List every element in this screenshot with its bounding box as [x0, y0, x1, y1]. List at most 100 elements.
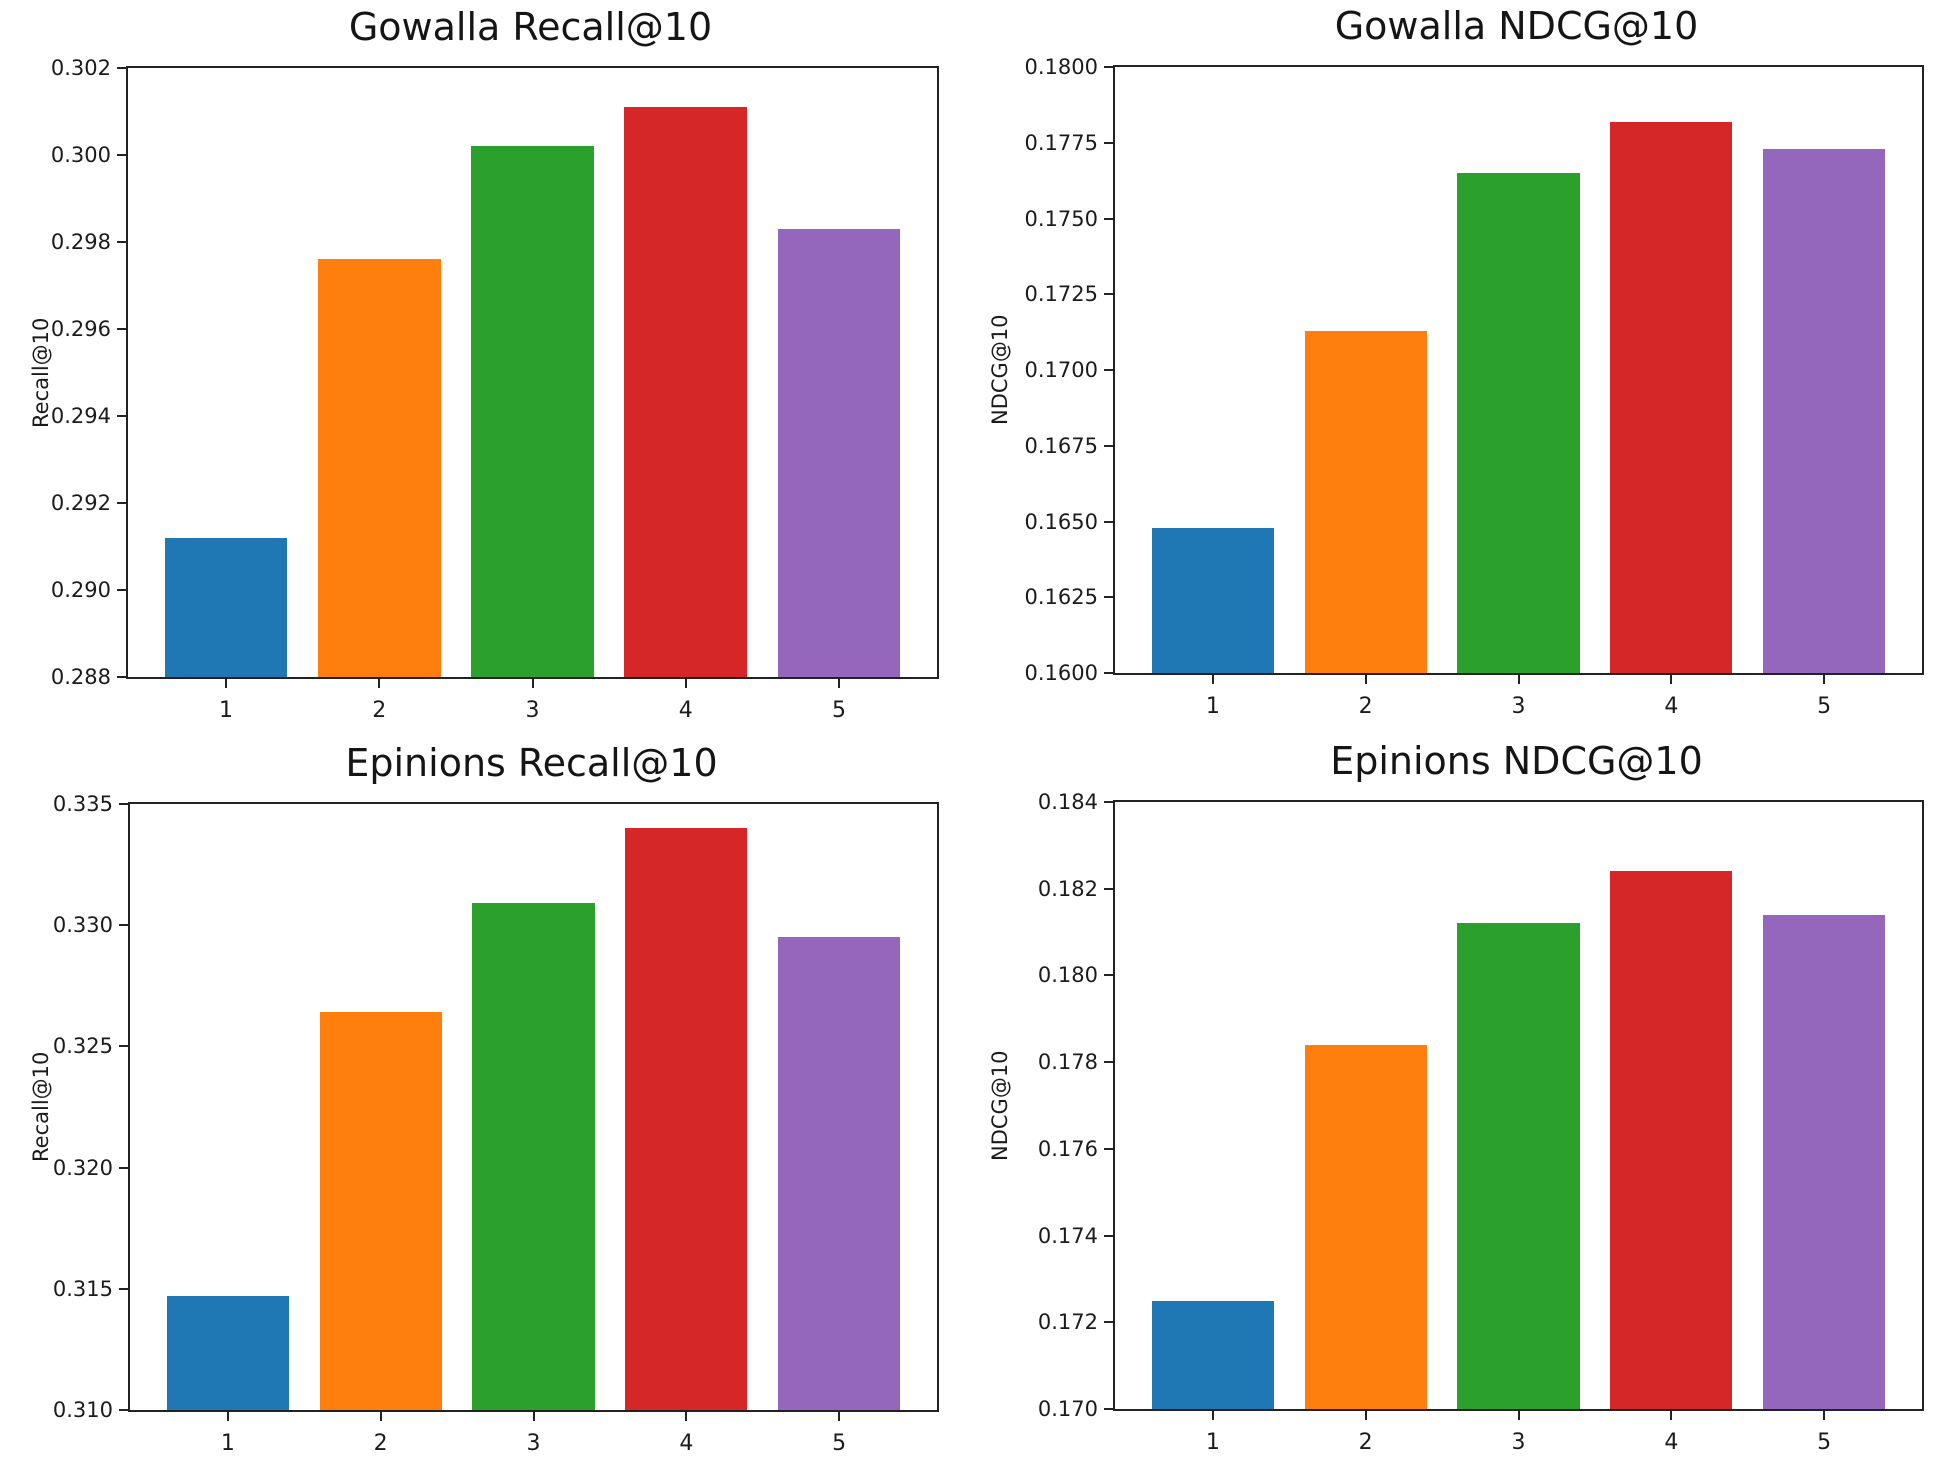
x-tick-mark [1823, 1411, 1826, 1420]
y-tick-mark [1104, 801, 1113, 803]
plot-area: NDCG@10 0.1600 0.1625 0.1650 0.1675 0.1700 0.… [988, 55, 1924, 719]
y-tick-mark [119, 924, 128, 927]
bar-1 [164, 537, 288, 677]
y-tick-mark [119, 1409, 128, 1411]
chart-title: Epinions NDCG@10 [1330, 739, 1703, 783]
bar-1 [1151, 527, 1274, 673]
y-tick-label: 0.180 [1037, 963, 1098, 988]
x-tick-mark [1364, 1411, 1367, 1420]
y-tick-label: 0.292 [50, 491, 111, 515]
x-tick-label: 4 [1664, 694, 1679, 719]
bar-5 [778, 937, 901, 1410]
x-tick-mark [379, 1412, 382, 1421]
x-tick-mark [1211, 1411, 1214, 1420]
x-tick-mark [1211, 675, 1214, 684]
bar-1 [166, 1296, 289, 1410]
x-tick-label: 2 [373, 1431, 388, 1456]
y-axis-label: NDCG@10 [988, 314, 1012, 426]
y-tick-mark [117, 502, 126, 504]
x-tick-label: 1 [220, 1431, 235, 1456]
plot-area: Recall@10 0.288 0.290 0.292 0.294 0.296 0.298… [29, 56, 939, 723]
y-axis-label: NDCG@10 [988, 1050, 1012, 1161]
x-tick-label: 4 [679, 1431, 694, 1456]
y-tick-mark [117, 676, 126, 678]
y-tick-mark [1104, 217, 1113, 220]
y-tick-label: 0.1600 [1024, 661, 1098, 685]
x-tick-label: 3 [525, 698, 540, 723]
y-tick-mark [119, 803, 128, 805]
y-tick-mark [119, 1287, 128, 1290]
bar-3 [1457, 173, 1580, 673]
y-tick-mark [117, 154, 126, 156]
x-tick-label: 4 [1664, 1430, 1679, 1455]
x-tick-mark [225, 679, 228, 688]
x-tick-mark [1823, 675, 1826, 684]
y-tick-mark [1104, 596, 1113, 599]
x-tick-label: 5 [1817, 694, 1832, 719]
y-tick-label: 0.298 [50, 230, 111, 254]
y-tick-label: 0.300 [50, 143, 111, 167]
bar-3 [472, 903, 595, 1410]
x-tick-mark [226, 1412, 229, 1421]
y-tick-mark [117, 328, 126, 330]
x-tick-mark [531, 679, 534, 688]
y-tick-label: 0.315 [52, 1276, 113, 1301]
y-tick-label: 0.1700 [1024, 358, 1098, 382]
x-tick-label: 3 [1511, 694, 1526, 719]
x-tick-mark [1670, 675, 1673, 684]
y-tick-mark [1104, 369, 1113, 371]
y-tick-mark [117, 241, 126, 243]
y-tick-mark [1104, 974, 1113, 977]
x-tick-label: 5 [1817, 1430, 1832, 1455]
y-tick-label: 0.330 [52, 913, 113, 938]
y-tick-mark [1104, 1408, 1113, 1410]
chart-title: Gowalla NDCG@10 [1334, 4, 1699, 48]
bar-4 [624, 107, 747, 677]
x-tick-label: 1 [1205, 1430, 1220, 1455]
y-tick-mark [1104, 1321, 1113, 1324]
bar-1 [1151, 1300, 1274, 1409]
x-tick-label: 1 [219, 698, 234, 723]
y-tick-label: 0.1625 [1024, 585, 1098, 610]
y-tick-label: 0.310 [52, 1398, 113, 1422]
y-tick-mark [1104, 1147, 1113, 1150]
bar-5 [1763, 148, 1886, 673]
x-tick-label: 3 [1511, 1430, 1526, 1455]
x-tick-mark [1517, 1411, 1520, 1420]
y-tick-label: 0.1750 [1024, 206, 1098, 231]
y-tick-label: 0.335 [52, 792, 113, 816]
y-tick-mark [119, 1166, 128, 1169]
y-tick-mark [1104, 672, 1113, 674]
x-tick-label: 5 [832, 1431, 847, 1456]
y-tick-label: 0.288 [50, 665, 111, 689]
bar-5 [1763, 914, 1886, 1409]
x-tick-label: 5 [831, 698, 846, 723]
x-tick-mark [378, 679, 381, 688]
x-tick-mark [837, 679, 840, 688]
y-tick-label: 0.302 [50, 56, 111, 80]
bar-4 [625, 828, 748, 1410]
bar-2 [317, 259, 441, 677]
x-tick-mark [532, 1412, 535, 1421]
y-tick-label: 0.1725 [1024, 282, 1098, 307]
y-tick-mark [1104, 887, 1113, 890]
y-tick-mark [1104, 293, 1113, 296]
y-tick-mark [1104, 444, 1113, 447]
y-tick-label: 0.1675 [1024, 433, 1098, 458]
y-tick-mark [1104, 520, 1113, 523]
x-tick-label: 2 [372, 698, 387, 723]
x-tick-mark [1517, 675, 1520, 684]
x-tick-label: 4 [678, 698, 693, 723]
bar-2 [1304, 1044, 1427, 1409]
x-tick-label: 2 [1358, 694, 1373, 719]
y-tick-label: 0.1775 [1024, 130, 1098, 155]
y-tick-mark [1104, 141, 1113, 144]
bar-4 [1610, 121, 1733, 673]
y-axis-label: Recall@10 [29, 1051, 53, 1163]
y-tick-label: 0.290 [50, 578, 111, 602]
chart-title: Epinions Recall@10 [345, 741, 718, 785]
y-tick-mark [117, 67, 126, 69]
y-tick-mark [1104, 1061, 1113, 1064]
y-tick-mark [117, 415, 126, 417]
y-tick-mark [1104, 66, 1113, 68]
